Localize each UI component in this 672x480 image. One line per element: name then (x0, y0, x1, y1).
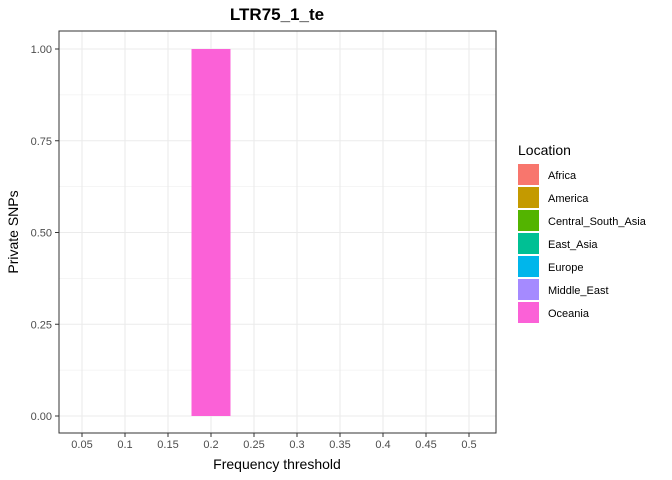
legend-key-africa (518, 164, 539, 185)
y-tick-label: 0.00 (31, 411, 52, 423)
x-tick-label: 0.3 (289, 439, 304, 451)
legend-key-central_south_asia (518, 210, 539, 231)
x-tick-label: 0.2 (203, 439, 218, 451)
legend-label: Europe (548, 262, 583, 274)
y-tick-label: 1.00 (31, 44, 52, 56)
legend-key-oceania (518, 302, 539, 323)
y-axis-title: Private SNPs (5, 190, 21, 273)
legend-key-east_asia (518, 233, 539, 254)
legend-label: Middle_East (548, 285, 609, 297)
x-tick-label: 0.25 (243, 439, 264, 451)
y-tick-label: 0.75 (31, 136, 52, 148)
x-tick-label: 0.35 (329, 439, 350, 451)
legend-title: Location (518, 142, 571, 158)
bar-oceania (191, 49, 231, 416)
legend-label: Africa (548, 170, 577, 182)
bars (191, 49, 231, 416)
y-tick-label: 0.25 (31, 319, 52, 331)
legend-key-america (518, 187, 539, 208)
x-axis-ticks: 0.05 0.1 0.15 0.2 0.25 0.3 0.35 0.4 0.45 0.5 (71, 433, 477, 451)
x-tick-label: 0.5 (461, 439, 476, 451)
x-tick-label: 0.05 (71, 439, 92, 451)
y-axis-ticks: 0.00 0.25 0.50 0.75 1.00 (31, 44, 59, 423)
legend: Location Africa America Central_South_Asia… (518, 142, 647, 323)
minor-gridlines (59, 94, 496, 371)
legend-key-middle_east (518, 279, 539, 300)
x-tick-label: 0.4 (375, 439, 390, 451)
y-tick-label: 0.50 (31, 228, 52, 240)
x-tick-label: 0.1 (117, 439, 132, 451)
legend-label: Central_South_Asia (548, 216, 647, 228)
legend-label: Oceania (548, 308, 590, 320)
legend-label: America (548, 193, 589, 205)
x-axis-title: Frequency threshold (213, 456, 341, 472)
x-tick-label: 0.45 (415, 439, 436, 451)
legend-label: East_Asia (548, 239, 598, 251)
x-tick-label: 0.15 (157, 439, 178, 451)
chart-title: LTR75_1_te (230, 5, 324, 24)
legend-key-europe (518, 256, 539, 277)
